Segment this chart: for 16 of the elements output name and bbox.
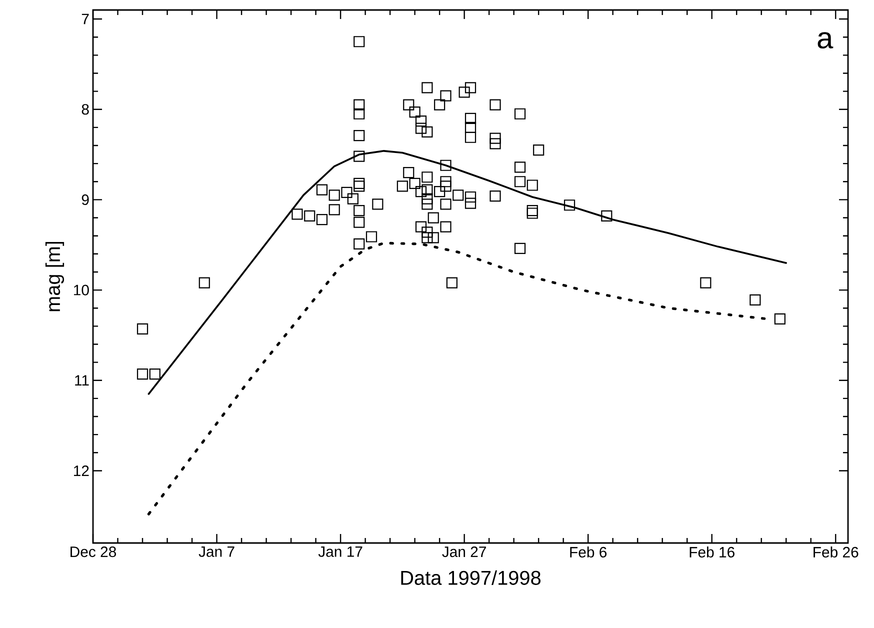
x-tick-label: Jan 17 <box>318 546 362 557</box>
x-tick-label: Feb 6 <box>570 546 607 558</box>
annotation: a <box>818 32 834 49</box>
y-tick-label: 7 <box>82 14 89 24</box>
x-axis-title: Data 1997/1998 <box>401 570 541 585</box>
y-tick-label: 9 <box>82 194 89 205</box>
x-tick-label: Feb 26 <box>814 546 858 558</box>
y-axis-title: mag [m] <box>45 242 64 312</box>
x-tick-label: Jan 7 <box>198 546 234 557</box>
x-tick-label: Jan 27 <box>442 546 486 558</box>
y-tick-label: 12 <box>74 466 89 476</box>
y-tick-label: 10 <box>74 284 89 296</box>
y-tick-label: 11 <box>75 375 89 386</box>
x-tick-label: Feb 16 <box>690 546 734 558</box>
x-tick-label: Dec 28 <box>70 546 116 558</box>
y-tick-label: 8 <box>82 104 89 115</box>
